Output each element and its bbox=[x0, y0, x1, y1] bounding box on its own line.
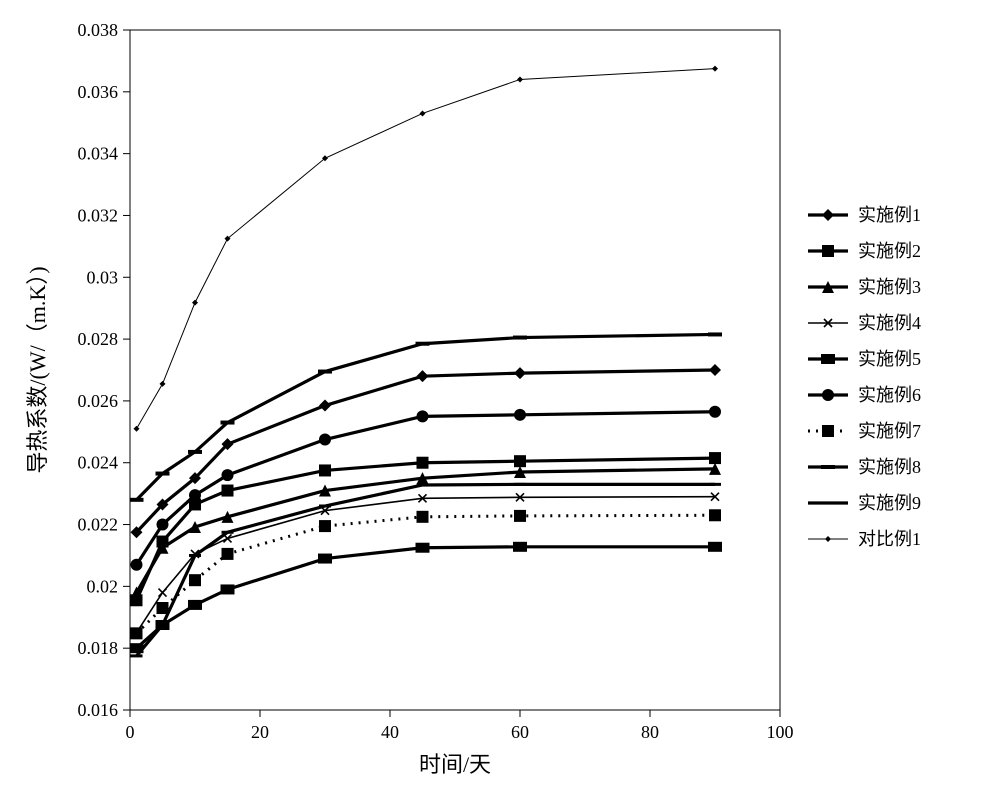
legend-item: 实施例2 bbox=[808, 241, 921, 261]
y-tick-label: 0.026 bbox=[78, 391, 119, 411]
series-7 bbox=[131, 509, 722, 639]
y-tick-label: 0.02 bbox=[87, 576, 119, 596]
legend-label: 实施例5 bbox=[858, 349, 921, 369]
legend-item: 对比例1 bbox=[808, 529, 921, 549]
y-tick-label: 0.016 bbox=[78, 700, 119, 720]
y-axis-title: 导热系数/(W/（m.K）) bbox=[25, 266, 50, 473]
x-tick-label: 100 bbox=[767, 722, 794, 742]
series-line bbox=[137, 370, 716, 532]
legend-label: 实施例2 bbox=[858, 241, 921, 261]
legend-label: 实施例6 bbox=[858, 385, 921, 405]
legend-label: 实施例9 bbox=[858, 493, 921, 513]
legend-item: 实施例9 bbox=[808, 493, 921, 513]
chart-container: 0 20 40 60 80 100 时间/天 0.016 0.018 0.02 0.022 0.024… bbox=[0, 0, 1000, 807]
x-axis-title: 时间/天 bbox=[419, 752, 491, 777]
x-tick-label: 40 bbox=[381, 722, 399, 742]
x-tick-label: 0 bbox=[126, 722, 135, 742]
y-tick-label: 0.034 bbox=[78, 144, 119, 164]
legend-item: 实施例1 bbox=[808, 205, 921, 225]
series-2 bbox=[131, 452, 722, 606]
y-tick-label: 0.03 bbox=[87, 267, 119, 287]
legend-item: 实施例3 bbox=[808, 277, 921, 297]
legend-item: 实施例5 bbox=[808, 349, 921, 369]
series-9 bbox=[131, 483, 722, 658]
legend-label: 实施例1 bbox=[858, 205, 921, 225]
series-line bbox=[137, 547, 716, 648]
y-tick-label: 0.018 bbox=[78, 638, 119, 658]
line-chart: 0 20 40 60 80 100 时间/天 0.016 0.018 0.02 0.022 0.024… bbox=[0, 0, 1000, 807]
y-tick-label: 0.024 bbox=[78, 453, 119, 473]
y-tick-label: 0.028 bbox=[78, 329, 119, 349]
legend-label: 实施例3 bbox=[858, 277, 921, 297]
y-tick-label: 0.022 bbox=[78, 515, 119, 535]
legend-label: 实施例4 bbox=[858, 313, 921, 333]
x-tick-label: 80 bbox=[641, 722, 659, 742]
y-tick-label: 0.038 bbox=[78, 20, 119, 40]
y-tick-label: 0.036 bbox=[78, 82, 119, 102]
legend: 实施例1 实施例2 实施例3 实施例4 实施例5 实施例6 实施例7 实施例8 实施例9 对比例1 bbox=[808, 205, 921, 549]
legend-label: 实施例8 bbox=[858, 457, 921, 477]
x-tick-label: 60 bbox=[511, 722, 529, 742]
y-tick-label: 0.032 bbox=[78, 205, 119, 225]
legend-item: 实施例7 bbox=[808, 421, 921, 441]
legend-label: 实施例7 bbox=[858, 421, 921, 441]
series-line bbox=[137, 484, 716, 656]
legend-label: 对比例1 bbox=[858, 529, 921, 549]
series-5 bbox=[130, 542, 723, 653]
x-tick-label: 20 bbox=[251, 722, 269, 742]
legend-item: 实施例6 bbox=[808, 385, 921, 405]
legend-item: 实施例8 bbox=[808, 457, 921, 477]
legend-item: 实施例4 bbox=[808, 313, 921, 333]
